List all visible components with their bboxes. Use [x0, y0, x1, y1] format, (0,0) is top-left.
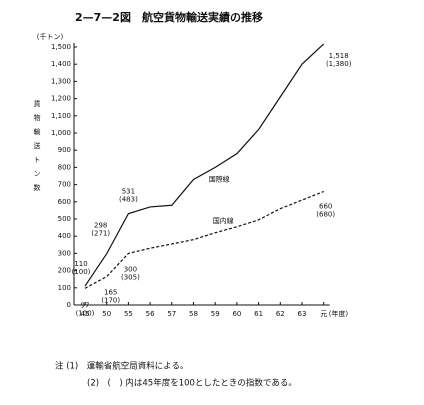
y-tick-label: 300	[58, 249, 71, 257]
y-tick-label: 500	[58, 215, 71, 223]
series-name: 国内線	[213, 216, 234, 225]
series-name: 国際線	[209, 174, 230, 183]
x-tick-label: 60	[232, 310, 241, 318]
y-tick-label: 900	[58, 146, 71, 154]
y-tick-label: 600	[58, 198, 71, 206]
index-label: (100)	[76, 309, 95, 317]
y-unit: (千トン)	[37, 32, 64, 41]
x-tick-label: 45	[81, 310, 90, 318]
series-line	[84, 190, 324, 289]
y-tick-label: 100	[58, 284, 71, 292]
x-tick-label: 58	[189, 310, 198, 318]
y-tick-label: 1,400	[51, 60, 71, 68]
index-label: (680)	[316, 210, 335, 218]
y-axis-label: 貨物輸送トン数	[33, 99, 41, 198]
value-label: 97	[81, 301, 90, 309]
series-line	[84, 43, 325, 287]
index-label: (170)	[101, 297, 120, 305]
y-tick-label: 700	[58, 181, 71, 189]
x-tick-label: 57	[167, 310, 176, 318]
y-tick-label: 0	[67, 301, 71, 309]
x-tick-label: 55	[124, 310, 133, 318]
x-tick-label: 50	[102, 310, 111, 318]
x-tick-label: 59	[211, 310, 220, 318]
x-tick-label: 元	[320, 310, 327, 318]
index-label: (305)	[121, 273, 140, 281]
chart-title: 2—7—2図 航空貨物輸送実績の推移	[75, 10, 263, 24]
x-tick-label: 63	[298, 310, 307, 318]
value-label: 531	[122, 188, 135, 196]
y-tick-label: 1,200	[51, 95, 71, 103]
index-label: (271)	[91, 230, 110, 238]
x-tick-label: 56	[146, 310, 155, 318]
note: 注 (1) 運輸省航空局資料による。	[55, 361, 189, 372]
value-label: 300	[124, 265, 137, 273]
x-axis-label: (年度)	[329, 309, 349, 318]
index-label: (1,380)	[326, 60, 352, 68]
y-tick-label: 1,100	[51, 112, 71, 120]
value-label: 165	[104, 289, 117, 297]
y-tick-label: 200	[58, 267, 71, 275]
value-label: 298	[94, 222, 107, 230]
index-label: (483)	[119, 196, 138, 204]
index-label: (100)	[72, 268, 91, 276]
y-tick-label: 400	[58, 232, 71, 240]
x-tick-label: 62	[276, 310, 285, 318]
y-tick-label: 800	[58, 163, 71, 171]
value-label: 110	[74, 260, 87, 268]
value-label: 1,518	[329, 52, 349, 60]
note: (2) ( ) 内は45年度を100としたときの指数である。	[87, 378, 297, 389]
x-tick-label: 61	[254, 310, 263, 318]
y-tick-label: 1,500	[51, 43, 71, 51]
y-tick-label: 1,000	[51, 129, 71, 137]
y-tick-label: 1,300	[51, 77, 71, 85]
value-label: 660	[319, 202, 332, 210]
